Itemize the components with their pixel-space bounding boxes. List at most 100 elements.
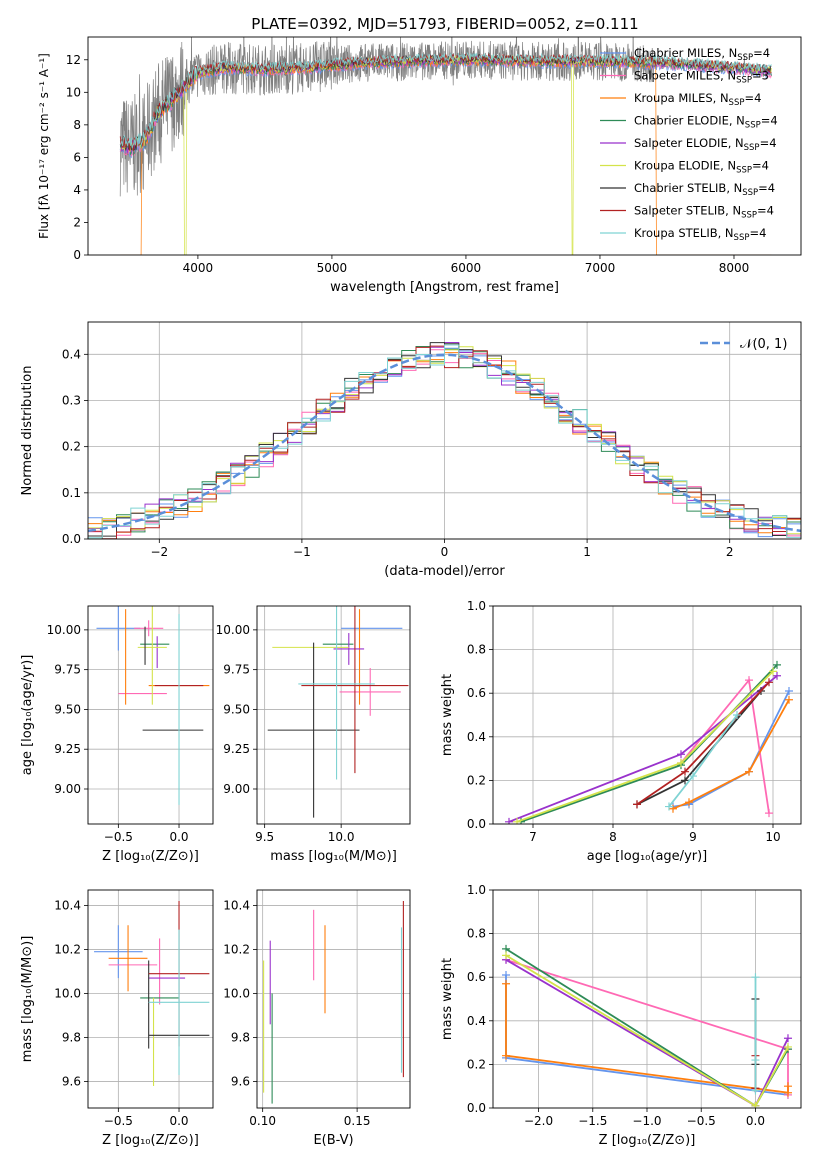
legend-count: =4 xyxy=(749,226,766,240)
y-tick-label: 0.0 xyxy=(467,1101,486,1115)
x-axis-label: age [log₁₀(age/yr)] xyxy=(587,849,708,864)
residual-histogram-panel: −2 −1 0 1 2 0.0 0.1 0.2 0.3 0.4 (data-model)/error… xyxy=(20,321,802,579)
x-tick-label: −1.0 xyxy=(632,1114,661,1128)
age-vs-metallicity-panel: −0.5 0.0 9.00 9.25 9.50 9.75 10.00 Z [log₁₀(Z/Z… xyxy=(20,605,214,864)
x-tick-label: −0.5 xyxy=(104,1114,133,1128)
plot-area xyxy=(119,37,772,255)
x-tick-label: 7 xyxy=(529,830,537,844)
plot-area xyxy=(94,901,210,1086)
y-tick-label: 10.00 xyxy=(216,623,250,637)
axes-frame xyxy=(492,889,802,1109)
x-axis-label: mass [log₁₀(M/M⊙)] xyxy=(270,849,397,864)
y-axis-label: Normed distribution xyxy=(20,366,35,496)
weight-series-line xyxy=(668,714,738,808)
x-tick-label: 0.15 xyxy=(344,1114,371,1128)
y-tick-label: 1.0 xyxy=(467,883,486,897)
axes-frame xyxy=(256,889,411,1109)
weight-marker xyxy=(785,695,793,704)
y-tick-label: 0.4 xyxy=(62,347,81,361)
x-tick-label: 0.0 xyxy=(169,1114,188,1128)
axes-frame xyxy=(87,321,802,540)
y-tick-label: 8 xyxy=(73,118,81,132)
weight-marker xyxy=(513,817,521,824)
legend-subscript: SSP xyxy=(745,121,761,131)
legend-count: =3 xyxy=(752,69,769,83)
legend-count: =4 xyxy=(758,181,775,195)
axes-frame xyxy=(87,889,214,1109)
weight-marker xyxy=(783,1042,792,1051)
weight-marker xyxy=(785,687,793,696)
x-tick-label: −0.5 xyxy=(687,1114,716,1128)
y-tick-label: 9.25 xyxy=(223,742,250,756)
x-axis-label: Z [log₁₀(Z/Z⊙)] xyxy=(102,1133,199,1148)
x-tick-label: −0.5 xyxy=(104,830,133,844)
legend-subscript: SSP xyxy=(729,98,745,108)
y-tick-label: 9.6 xyxy=(231,1075,250,1089)
y-tick-label: 10.4 xyxy=(54,898,81,912)
y-tick-label: 10.0 xyxy=(223,986,250,1000)
x-tick-label: 7000 xyxy=(585,261,616,275)
y-tick-label: 9.50 xyxy=(223,702,250,716)
plot-area xyxy=(96,606,210,805)
legend-subscript: SSP xyxy=(736,76,752,86)
y-tick-label: 0.0 xyxy=(467,817,486,831)
histogram-step-line xyxy=(88,344,801,539)
weight-marker xyxy=(689,772,697,781)
weight-vs-age-panel: 7 8 9 10 0.0 0.2 0.4 0.6 0.8 1.0 age [log₁₀(age/yr… xyxy=(440,599,802,864)
weight-marker xyxy=(751,1086,760,1095)
plot-area xyxy=(505,660,793,824)
x-tick-label: 4000 xyxy=(183,261,214,275)
y-tick-label: 9.8 xyxy=(62,1031,81,1045)
y-tick-label: 0.8 xyxy=(467,643,486,657)
x-tick-label: 1 xyxy=(583,545,591,559)
weight-marker xyxy=(751,973,760,982)
y-tick-label: 9.00 xyxy=(223,782,250,796)
y-tick-label: 10.0 xyxy=(54,986,81,1000)
weight-marker xyxy=(765,678,773,687)
x-tick-label: 0 xyxy=(441,545,449,559)
y-axis-label: mass [log₁₀(M/M⊙)] xyxy=(20,936,35,1063)
weight-marker xyxy=(681,767,689,776)
x-tick-label: 9 xyxy=(689,830,697,844)
y-axis-label: mass weight xyxy=(440,958,455,1040)
legend-label: 𝒩(0, 1) xyxy=(740,337,787,352)
weight-series-line xyxy=(672,699,790,810)
y-tick-label: 9.25 xyxy=(54,742,81,756)
weight-marker xyxy=(745,767,753,776)
y-tick-label: 0.2 xyxy=(62,440,81,454)
y-tick-label: 0.2 xyxy=(467,1057,486,1071)
legend-label: Salpeter STELIB, NSSP=4 xyxy=(634,204,774,221)
weight-marker xyxy=(677,758,685,767)
weight-marker xyxy=(783,1082,792,1091)
legend-label: Kroupa ELODIE, NSSP=4 xyxy=(634,159,769,176)
y-tick-label: 0.8 xyxy=(467,927,486,941)
weight-marker xyxy=(685,798,693,807)
y-tick-label: 2 xyxy=(73,215,81,229)
y-tick-label: 9.50 xyxy=(54,702,81,716)
legend-subscript: SSP xyxy=(741,211,757,221)
weight-vs-metallicity-panel: −2.0 −1.5 −1.0 −0.5 0.0 0.0 0.2 0.4 0.6 0.8 1.0 Z [… xyxy=(440,883,802,1148)
y-axis-label: mass weight xyxy=(440,674,455,756)
y-tick-label: 0.4 xyxy=(467,730,486,744)
weight-marker xyxy=(773,671,781,680)
x-tick-label: 8000 xyxy=(719,261,750,275)
x-axis-label: E(B-V) xyxy=(313,1133,353,1148)
x-tick-label: 0.0 xyxy=(746,1114,765,1128)
y-tick-label: 0.0 xyxy=(62,532,81,546)
y-tick-label: 1.0 xyxy=(467,599,486,613)
y-tick-label: 10 xyxy=(66,85,81,99)
y-tick-label: 0 xyxy=(73,248,81,262)
axes-frame xyxy=(256,605,411,825)
legend-label: Kroupa STELIB, NSSP=4 xyxy=(634,226,766,243)
legend-count: =4 xyxy=(753,46,770,60)
legend-label: Chabrier MILES, NSSP=4 xyxy=(634,46,770,63)
y-tick-label: 9.75 xyxy=(223,663,250,677)
weight-marker xyxy=(773,660,781,669)
x-tick-label: 10.0 xyxy=(328,830,355,844)
legend-label: Kroupa MILES, NSSP=4 xyxy=(634,91,761,108)
y-tick-label: 0.4 xyxy=(467,1014,486,1028)
legend-label: Salpeter ELODIE, NSSP=4 xyxy=(634,136,777,153)
axes-frame xyxy=(87,36,802,256)
y-tick-label: 0.1 xyxy=(62,486,81,500)
y-tick-label: 9.8 xyxy=(231,1031,250,1045)
